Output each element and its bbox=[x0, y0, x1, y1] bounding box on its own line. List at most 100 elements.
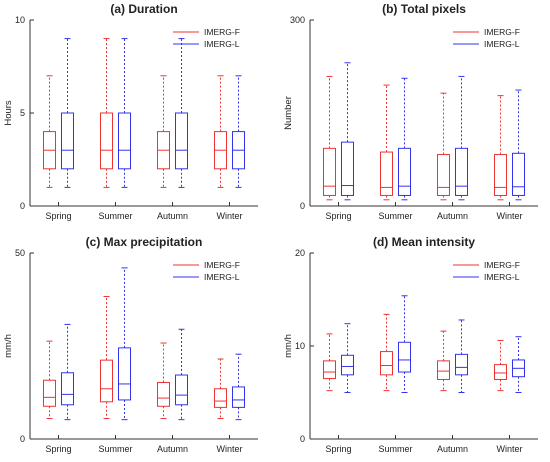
box-body bbox=[494, 364, 507, 380]
box-body bbox=[118, 347, 131, 401]
x-tick-label: Spring bbox=[325, 444, 351, 454]
y-tick-label: 10 bbox=[15, 15, 25, 25]
legend-label: IMERG-F bbox=[204, 27, 240, 37]
legend-label: IMERG-F bbox=[484, 27, 520, 37]
box-imerg-f-spring bbox=[323, 75, 336, 201]
x-tick-label: Summer bbox=[378, 211, 412, 221]
y-axis-label: mm/h bbox=[283, 334, 294, 358]
legend: IMERG-F IMERG-L bbox=[173, 27, 240, 49]
box-body bbox=[494, 154, 507, 196]
y-tick-label: 5 bbox=[20, 108, 25, 118]
box-body bbox=[118, 112, 131, 170]
box-imerg-l-summer bbox=[118, 267, 131, 421]
box-imerg-l-spring bbox=[341, 323, 354, 393]
x-tick-label: Autumn bbox=[157, 211, 188, 221]
box-body bbox=[175, 374, 188, 406]
box-imerg-f-summer bbox=[100, 296, 113, 420]
legend-label: IMERG-L bbox=[484, 39, 520, 49]
box-body bbox=[341, 354, 354, 376]
box-imerg-f-summer bbox=[100, 38, 113, 188]
box-imerg-f-autumn bbox=[437, 330, 450, 392]
box-imerg-l-summer bbox=[398, 77, 411, 201]
box-body bbox=[175, 112, 188, 170]
box-imerg-f-winter bbox=[214, 75, 227, 188]
box-imerg-l-autumn bbox=[455, 75, 468, 201]
x-tick-label: Summer bbox=[98, 444, 132, 454]
box-body bbox=[437, 154, 450, 196]
chart-panel-3: (c) Max precipitation 0 50 mm/h Spring Summer… bbox=[3, 235, 258, 454]
y-tick-label: 20 bbox=[295, 248, 305, 258]
box-body bbox=[323, 147, 336, 196]
chart-panel-4: (d) Mean intensity 0 10 20 mm/h Spring Summer A… bbox=[283, 235, 538, 454]
box-imerg-f-autumn bbox=[157, 342, 170, 420]
box-body bbox=[380, 351, 393, 376]
box-imerg-l-winter bbox=[232, 75, 245, 188]
box-body bbox=[341, 141, 354, 196]
box-imerg-l-spring bbox=[61, 323, 74, 421]
box-body bbox=[157, 381, 170, 407]
box-body bbox=[232, 386, 245, 408]
box-imerg-f-summer bbox=[380, 84, 393, 201]
box-imerg-f-spring bbox=[43, 75, 56, 188]
box-imerg-f-autumn bbox=[157, 75, 170, 188]
box-imerg-f-summer bbox=[380, 313, 393, 392]
legend: IMERG-F IMERG-L bbox=[173, 260, 240, 282]
panel-title: (c) Max precipitation bbox=[86, 235, 203, 249]
box-imerg-l-spring bbox=[61, 38, 74, 188]
box-imerg-l-summer bbox=[118, 38, 131, 188]
box-imerg-f-winter bbox=[494, 95, 507, 201]
box-imerg-l-winter bbox=[512, 336, 525, 393]
box-imerg-l-autumn bbox=[175, 38, 188, 188]
x-tick-label: Spring bbox=[45, 444, 71, 454]
box-body bbox=[61, 372, 74, 406]
x-tick-label: Winter bbox=[216, 211, 242, 221]
box-body bbox=[214, 388, 227, 408]
legend-label: IMERG-L bbox=[484, 272, 520, 282]
box-imerg-f-spring bbox=[323, 333, 336, 392]
panel-title: (d) Mean intensity bbox=[373, 235, 475, 249]
x-tick-label: Summer bbox=[98, 211, 132, 221]
legend-label: IMERG-L bbox=[204, 39, 240, 49]
box-body bbox=[398, 147, 411, 196]
x-tick-label: Autumn bbox=[157, 444, 188, 454]
y-axis-label: Number bbox=[283, 96, 294, 130]
legend: IMERG-F IMERG-L bbox=[453, 27, 520, 49]
box-body bbox=[100, 112, 113, 170]
x-tick-label: Winter bbox=[216, 444, 242, 454]
x-tick-label: Winter bbox=[496, 444, 522, 454]
x-tick-label: Winter bbox=[496, 211, 522, 221]
box-body bbox=[323, 360, 336, 380]
x-tick-label: Summer bbox=[378, 444, 412, 454]
box-body bbox=[437, 360, 450, 380]
box-imerg-f-autumn bbox=[437, 92, 450, 201]
y-tick-label: 0 bbox=[300, 434, 305, 444]
x-tick-label: Spring bbox=[325, 211, 351, 221]
box-body bbox=[455, 147, 468, 196]
chart-panel-2: (b) Total pixels 0 300 Number Spring Summer Au… bbox=[283, 2, 538, 221]
box-body bbox=[398, 341, 411, 373]
box-body bbox=[512, 152, 525, 196]
box-body bbox=[61, 112, 74, 170]
box-body bbox=[43, 379, 56, 407]
y-tick-label: 0 bbox=[20, 201, 25, 211]
box-body bbox=[380, 151, 393, 196]
y-tick-label: 300 bbox=[290, 15, 305, 25]
box-imerg-l-autumn bbox=[455, 319, 468, 393]
y-tick-label: 0 bbox=[20, 434, 25, 444]
box-body bbox=[100, 359, 113, 403]
y-tick-label: 50 bbox=[15, 248, 25, 258]
box-imerg-l-winter bbox=[232, 353, 245, 421]
box-body bbox=[455, 353, 468, 376]
x-tick-label: Autumn bbox=[437, 444, 468, 454]
box-imerg-f-winter bbox=[214, 358, 227, 420]
y-axis-label: Hours bbox=[3, 100, 14, 126]
x-tick-label: Spring bbox=[45, 211, 71, 221]
legend-label: IMERG-L bbox=[204, 272, 240, 282]
y-tick-label: 10 bbox=[295, 341, 305, 351]
x-tick-label: Autumn bbox=[437, 211, 468, 221]
panel-title: (a) Duration bbox=[110, 2, 177, 16]
box-imerg-l-summer bbox=[398, 295, 411, 393]
legend-label: IMERG-F bbox=[204, 260, 240, 270]
box-imerg-l-winter bbox=[512, 89, 525, 201]
